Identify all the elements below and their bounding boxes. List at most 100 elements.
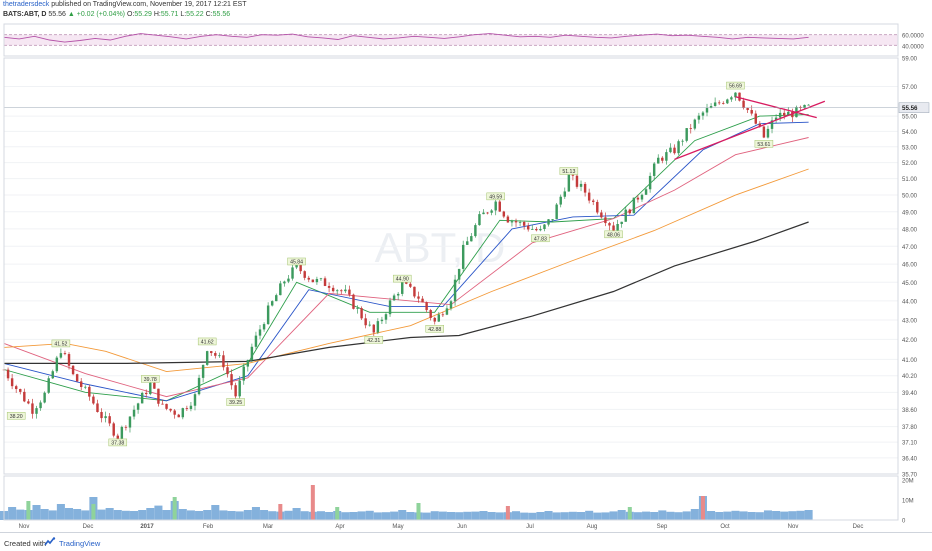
candle-body bbox=[108, 416, 111, 424]
candle-body bbox=[258, 329, 262, 336]
candle-body bbox=[583, 183, 587, 193]
volume-bar bbox=[577, 512, 586, 520]
candle-body bbox=[340, 290, 343, 292]
candle-body bbox=[726, 99, 729, 104]
volume-bar bbox=[235, 511, 244, 520]
candle-body bbox=[47, 378, 50, 393]
axes: 59.00 57.00 55.00 54.00 53.00 52.00 51.00 50.00… bbox=[3, 23, 930, 530]
candle-body bbox=[787, 111, 790, 116]
candle-body bbox=[75, 374, 79, 382]
volume-bar bbox=[788, 511, 797, 520]
candle-body bbox=[84, 386, 87, 388]
candle-body bbox=[738, 92, 741, 101]
volume-bar bbox=[316, 511, 325, 520]
main-frame bbox=[3, 57, 899, 475]
candle-body bbox=[145, 392, 148, 395]
up-arrow-icon: ▲ bbox=[67, 11, 75, 18]
ma-line-sma_pink bbox=[3, 137, 809, 398]
candle-body bbox=[425, 302, 428, 311]
trendline bbox=[735, 96, 817, 119]
candle-body bbox=[636, 197, 640, 200]
price-chart[interactable]: 60.0000 40.0000 ABT, D 38.20 41.52 37.38 39.… bbox=[0, 0, 932, 532]
candle-body bbox=[104, 416, 107, 419]
ma-line-sma_orange bbox=[3, 168, 809, 373]
volume-spike-bar bbox=[310, 485, 315, 520]
candle-body bbox=[474, 225, 477, 237]
x-tick-label: Dec bbox=[853, 524, 864, 530]
volume-bar bbox=[260, 510, 269, 520]
candle-body bbox=[502, 211, 506, 217]
y-tick-label: 42.00 bbox=[902, 338, 918, 344]
rsi-tick-label: 40.0000 bbox=[902, 44, 924, 50]
candle-body bbox=[63, 353, 67, 355]
candle-body bbox=[112, 423, 115, 436]
y-tick-label: 44.00 bbox=[902, 299, 918, 305]
candle-body bbox=[665, 152, 668, 161]
volume-bar bbox=[568, 511, 577, 520]
y-tick-label: 50.00 bbox=[902, 194, 918, 200]
rsi-tick-label: 60.0000 bbox=[902, 34, 924, 40]
author-name[interactable]: thetradersdeck bbox=[3, 1, 50, 8]
price-annotation-box bbox=[392, 274, 412, 283]
main-price-pane[interactable]: ABT, D 38.20 41.52 37.38 39.78 41.62 39.25 45.… bbox=[2, 57, 898, 475]
last-price: 55.56 bbox=[48, 11, 66, 18]
candle-body bbox=[681, 140, 684, 142]
candle-body bbox=[23, 391, 26, 402]
y-tick-label: 41.00 bbox=[902, 358, 918, 364]
candle-body bbox=[677, 141, 680, 154]
candle-body bbox=[632, 197, 636, 214]
candle-body bbox=[730, 97, 733, 100]
x-tick-label: Oct bbox=[720, 524, 730, 530]
candle-body bbox=[197, 377, 201, 395]
candle-body bbox=[128, 416, 132, 428]
candle-body bbox=[323, 278, 327, 286]
candle-body bbox=[205, 351, 209, 365]
candle-body bbox=[88, 386, 91, 397]
candle-body bbox=[380, 319, 384, 322]
candle-body bbox=[746, 107, 749, 111]
volume-spike-bar bbox=[335, 507, 340, 520]
price-annotation-box bbox=[559, 167, 579, 175]
volume-bar bbox=[422, 512, 431, 520]
candle-body bbox=[608, 223, 611, 226]
volume-bar bbox=[585, 510, 594, 520]
candle-body bbox=[807, 104, 810, 106]
candle-body bbox=[275, 295, 278, 302]
price-annotation-box bbox=[364, 336, 384, 344]
candle-body bbox=[673, 147, 676, 154]
candle-body bbox=[315, 278, 319, 283]
candle-body bbox=[579, 183, 583, 187]
candle-body bbox=[624, 209, 627, 222]
candle-body bbox=[437, 314, 441, 322]
candle-body bbox=[413, 286, 416, 297]
candle-body bbox=[368, 324, 371, 326]
candle-body bbox=[417, 296, 420, 299]
candle-body bbox=[360, 308, 363, 319]
price-annotation-label: 39.25 bbox=[229, 400, 242, 406]
candle-body bbox=[218, 355, 221, 357]
tradingview-brand[interactable]: TradingView bbox=[59, 539, 101, 548]
volume-spike-bar bbox=[91, 504, 96, 520]
x-tick-label: Nov bbox=[788, 524, 799, 530]
candle-body bbox=[181, 408, 185, 418]
volume-bar bbox=[64, 508, 74, 520]
price-annotation-box bbox=[6, 412, 26, 420]
volume-bar bbox=[113, 510, 122, 520]
candle-body bbox=[35, 408, 38, 414]
volume-bar bbox=[32, 505, 41, 520]
price-annotation-label: 45.84 bbox=[290, 259, 303, 265]
candle-body bbox=[356, 308, 359, 309]
price-annotation-box bbox=[604, 230, 623, 239]
candle-body bbox=[344, 289, 347, 292]
price-annotation-box bbox=[531, 234, 550, 243]
volume-spike-bar bbox=[627, 507, 632, 520]
candle-body bbox=[705, 108, 709, 113]
candle-body bbox=[67, 354, 71, 366]
price-annotation-label: 37.38 bbox=[111, 440, 124, 446]
candle-body bbox=[697, 115, 701, 120]
y-tick-label: 53.00 bbox=[902, 145, 918, 151]
rsi-band bbox=[4, 34, 898, 46]
volume-bar bbox=[536, 512, 545, 520]
volume-bar bbox=[162, 510, 171, 520]
candle-body bbox=[291, 267, 294, 279]
